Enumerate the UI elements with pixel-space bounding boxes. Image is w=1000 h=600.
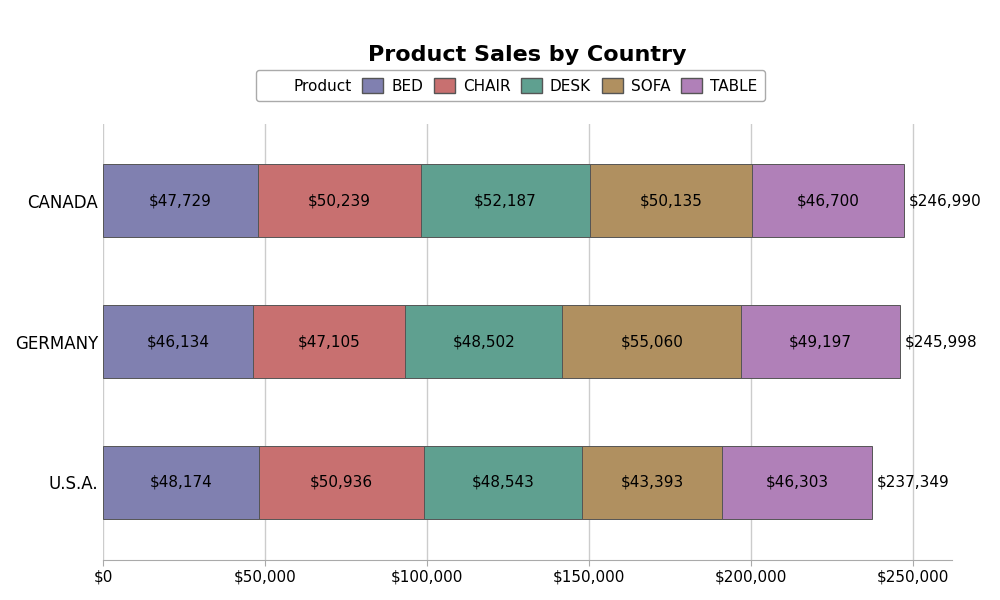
Text: $47,105: $47,105	[298, 334, 360, 349]
Bar	[259, 446, 424, 519]
Text: $52,187: $52,187	[474, 193, 537, 208]
Text: $46,303: $46,303	[766, 475, 829, 490]
Text: $46,134: $46,134	[146, 334, 209, 349]
Text: $237,349: $237,349	[877, 475, 950, 490]
Legend: Product, BED, CHAIR, DESK, SOFA, TABLE: Product, BED, CHAIR, DESK, SOFA, TABLE	[256, 70, 765, 101]
Text: $55,060: $55,060	[620, 334, 683, 349]
Bar	[582, 446, 722, 519]
Bar	[722, 446, 872, 519]
Text: $50,239: $50,239	[308, 193, 371, 208]
Text: $246,990: $246,990	[908, 193, 981, 208]
Bar	[103, 446, 259, 519]
Text: $50,936: $50,936	[310, 475, 373, 490]
Bar	[752, 164, 904, 238]
Bar	[424, 446, 582, 519]
Bar	[421, 164, 590, 238]
Bar	[562, 305, 741, 378]
Bar	[590, 164, 752, 238]
Text: $46,700: $46,700	[796, 193, 859, 208]
Bar	[103, 164, 258, 238]
Text: $47,729: $47,729	[149, 193, 212, 208]
Text: $50,135: $50,135	[640, 193, 702, 208]
Bar	[258, 164, 421, 238]
Bar	[103, 305, 253, 378]
Text: $48,174: $48,174	[150, 475, 213, 490]
Title: Product Sales by Country: Product Sales by Country	[368, 45, 687, 65]
Text: $48,543: $48,543	[472, 475, 534, 490]
Text: $245,998: $245,998	[905, 334, 978, 349]
Text: $43,393: $43,393	[620, 475, 684, 490]
Bar	[741, 305, 900, 378]
Text: $49,197: $49,197	[789, 334, 852, 349]
Bar	[253, 305, 405, 378]
Text: $48,502: $48,502	[453, 334, 515, 349]
Bar	[405, 305, 562, 378]
